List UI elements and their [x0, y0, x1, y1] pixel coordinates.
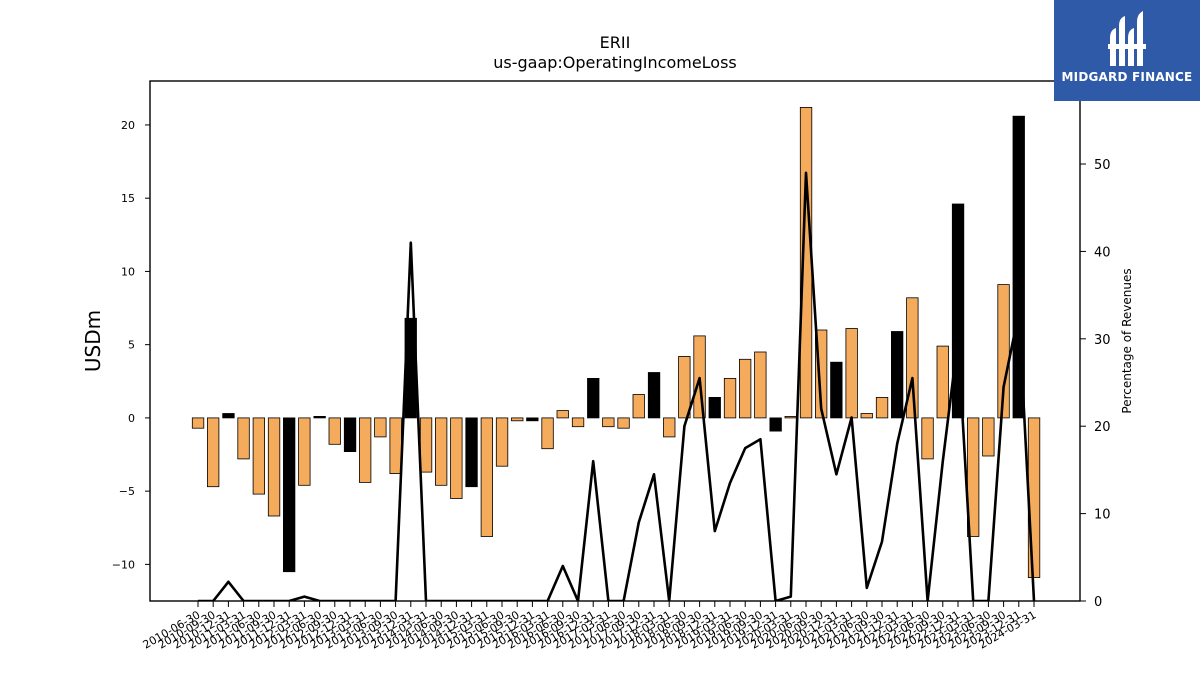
bar [784, 415, 797, 419]
y-tick-label: 15 [121, 192, 135, 205]
bar [632, 394, 645, 419]
bar [815, 329, 828, 419]
bar [267, 417, 281, 517]
bar [541, 417, 554, 450]
bar [891, 331, 904, 419]
bar [875, 396, 889, 419]
y2-axis-label: Percentage of Revenues [1120, 268, 1134, 413]
bar [358, 417, 372, 483]
bar [252, 417, 266, 495]
bar [906, 297, 919, 419]
midgard-logo-icon [1108, 11, 1146, 66]
y2-tick-label: 40 [1094, 245, 1111, 260]
bar [222, 413, 235, 419]
bar [556, 410, 569, 419]
bar [191, 417, 205, 429]
logo: MIDGARD FINANCE [1054, 0, 1200, 101]
bar [845, 328, 858, 419]
bar [313, 415, 326, 419]
bar [617, 417, 630, 429]
bar [374, 417, 387, 438]
y-tick-label: 10 [121, 265, 135, 278]
bar [511, 417, 524, 422]
y-tick-label: −10 [112, 558, 135, 571]
bar [450, 417, 463, 499]
bar [754, 351, 767, 419]
bar [343, 417, 357, 452]
bar [936, 345, 949, 419]
bar [587, 377, 600, 419]
bar [328, 417, 341, 445]
bar [708, 396, 721, 419]
y-tick-label: 20 [121, 119, 135, 132]
bar [571, 417, 585, 428]
chart-title: ERII [600, 33, 631, 52]
bar [495, 417, 509, 467]
bar [602, 417, 615, 428]
y-axis-label: USDm [81, 310, 105, 372]
plot-frame [149, 80, 1081, 602]
y-tick-label: 0 [128, 412, 135, 425]
bar [663, 417, 676, 438]
bar [739, 358, 752, 419]
bar [465, 417, 478, 488]
bar [769, 417, 782, 432]
bar [389, 417, 402, 474]
bar [434, 417, 448, 486]
bar [1012, 115, 1025, 419]
bar [480, 417, 494, 537]
bar [860, 413, 873, 419]
bar [206, 417, 220, 488]
bar [678, 355, 691, 419]
y-tick-label: −5 [119, 485, 135, 498]
bar [921, 417, 934, 460]
bar [982, 417, 995, 457]
bar [997, 284, 1010, 419]
bar [1027, 417, 1041, 578]
y2-tick-label: 10 [1094, 508, 1111, 523]
plot-area: −10−505101520010203040502010-06-302010-0… [112, 80, 1111, 652]
bar [723, 377, 737, 419]
bar [282, 417, 296, 573]
y2-tick-label: 30 [1094, 333, 1111, 348]
bar [830, 361, 843, 419]
y2-tick-label: 0 [1094, 595, 1102, 610]
bar [419, 417, 433, 473]
bar [951, 203, 965, 419]
series-line [198, 171, 1036, 601]
chart-subtitle: us-gaap:OperatingIncomeLoss [493, 53, 737, 72]
bar [967, 417, 980, 537]
y2-tick-label: 20 [1094, 420, 1111, 435]
bar [298, 417, 311, 486]
y2-tick-label: 50 [1094, 158, 1111, 173]
y-tick-label: 5 [128, 339, 135, 352]
logo-text: MIDGARD FINANCE [1061, 70, 1193, 84]
bar [526, 417, 539, 422]
bar [647, 372, 661, 419]
bar [237, 417, 250, 460]
